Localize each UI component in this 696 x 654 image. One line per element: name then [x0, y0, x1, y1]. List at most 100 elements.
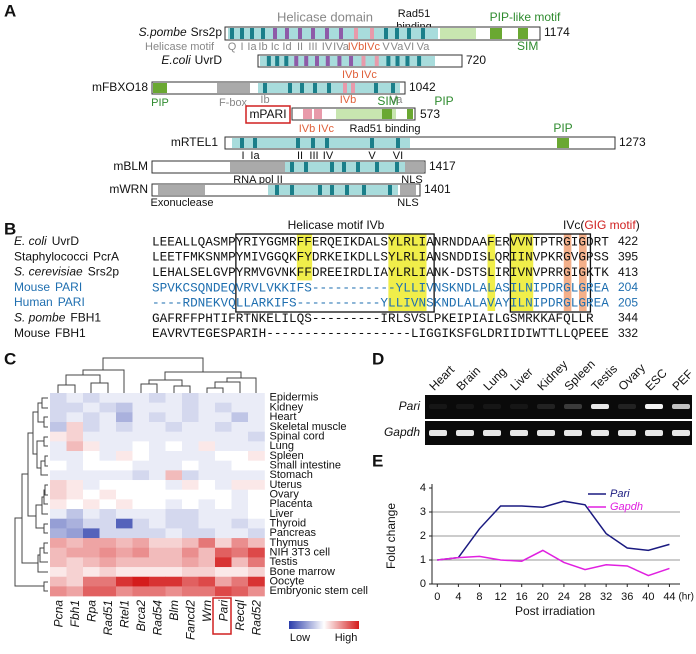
heatmap-cell — [50, 547, 67, 558]
helicase-domain — [232, 138, 410, 148]
heatmap-cell — [66, 557, 84, 568]
heatmap-cell — [83, 402, 100, 413]
heatmap-cell — [182, 567, 199, 578]
heatmap-cell — [215, 460, 232, 471]
heatmap-cell — [198, 460, 216, 471]
x-axis-label: Post irradiation — [515, 604, 595, 618]
legend-label: Low — [290, 632, 310, 644]
heatmap-cell — [132, 547, 150, 558]
protein-length: 1401 — [424, 182, 451, 196]
row-label: Uterus — [270, 479, 303, 491]
heatmap-cell — [248, 528, 265, 539]
organism: S. pombe — [14, 311, 66, 325]
heatmap-cell — [50, 431, 67, 442]
heatmap-cell — [132, 422, 150, 432]
heatmap-cell — [215, 393, 232, 403]
heatmap-cell — [215, 480, 232, 490]
gel-band — [591, 404, 609, 409]
heatmap-cell — [215, 470, 232, 481]
sequence: LEEALLQASMPYRIYGGMRFFERQEIKDALSYLRLIANRN… — [152, 234, 609, 249]
heatmap-cell — [66, 393, 84, 403]
heatmap-cell — [50, 460, 67, 471]
heatmap-cell — [132, 576, 150, 587]
gel-band — [645, 430, 663, 436]
heatmap-cell — [182, 412, 199, 423]
motif-stripe — [395, 162, 399, 172]
protein-label: mPARI — [249, 107, 286, 121]
panel-label: A — [4, 1, 16, 20]
residue-highlight — [563, 234, 572, 311]
heatmap-cell — [231, 586, 249, 597]
motif-stripe — [290, 185, 294, 195]
gel-band — [483, 430, 501, 436]
motif-stripe — [330, 185, 334, 195]
heatmap-cell — [165, 393, 183, 403]
row-label: Spleen — [270, 450, 304, 462]
heatmap-cell — [132, 567, 150, 578]
gel-band — [429, 404, 447, 409]
heatmap-cell — [149, 470, 166, 481]
heatmap-cell — [116, 422, 133, 432]
gel-band — [537, 404, 555, 409]
heatmap-cell — [66, 499, 84, 510]
heatmap-cell — [99, 547, 117, 558]
heatmap-cell — [99, 538, 117, 549]
heatmap-cell — [149, 441, 166, 452]
sequence-name: S. cerevisiae Srs2p — [14, 265, 119, 279]
organism: Mouse — [14, 280, 50, 294]
f-box — [217, 83, 250, 93]
heatmap-cell — [50, 576, 67, 587]
heatmap-cell — [132, 586, 150, 597]
heatmap-cell — [116, 393, 133, 403]
heatmap-cell — [215, 441, 232, 452]
motif-stripe — [354, 28, 358, 39]
heatmap-cell — [149, 518, 166, 529]
heatmap-cell — [165, 586, 183, 597]
motif-stripe — [339, 28, 343, 39]
heatmap-cell — [83, 470, 100, 481]
heatmap-cell — [182, 441, 199, 452]
heatmap-cell — [231, 576, 249, 587]
heatmap-cell — [248, 576, 265, 587]
heatmap-cell — [198, 547, 216, 558]
gel-band — [591, 430, 609, 436]
column-label: Brca2 — [134, 600, 148, 632]
heatmap-cell — [50, 528, 67, 539]
motif-stripe — [300, 83, 304, 93]
rad51-binding-domain — [336, 109, 396, 119]
heatmap-cell — [149, 576, 166, 587]
motif-stripe — [275, 185, 279, 195]
x-unit: (hr) — [678, 592, 694, 603]
annotation: NLS — [397, 197, 418, 209]
heatmap-cell — [231, 518, 249, 529]
motif-stripe — [374, 83, 378, 93]
y-tick-label: 2 — [420, 530, 426, 542]
protein: UvrD — [52, 234, 80, 248]
heatmap-cell — [83, 509, 100, 520]
heatmap-cell — [132, 460, 150, 471]
motif-stripe — [421, 28, 425, 39]
heatmap-cell — [132, 538, 150, 549]
motif-stripe — [230, 28, 234, 39]
heatmap-cell — [198, 528, 216, 539]
heatmap-cell — [149, 412, 166, 423]
heatmap-cell — [66, 470, 84, 481]
x-tick-label: 12 — [494, 591, 506, 603]
heatmap-cell — [116, 441, 133, 452]
heatmap-cell — [231, 412, 249, 423]
annotation: I — [241, 150, 244, 162]
motif-title: Helicase motif IVb — [288, 218, 385, 232]
heatmap-cell — [116, 480, 133, 490]
sequence-name: Staphylococci PcrA — [14, 249, 119, 263]
heatmap-cell — [116, 518, 133, 529]
motif-stripe — [327, 83, 331, 93]
column-label: Rpa — [84, 600, 98, 622]
heatmap-cell — [116, 557, 133, 568]
heatmap-cell — [248, 480, 265, 490]
heatmap-cell — [99, 518, 117, 529]
x-tick-label: 44 — [663, 591, 675, 603]
heatmap-cell — [66, 518, 84, 529]
heatmap-cell — [198, 412, 216, 423]
heatmap-cell — [149, 586, 166, 597]
